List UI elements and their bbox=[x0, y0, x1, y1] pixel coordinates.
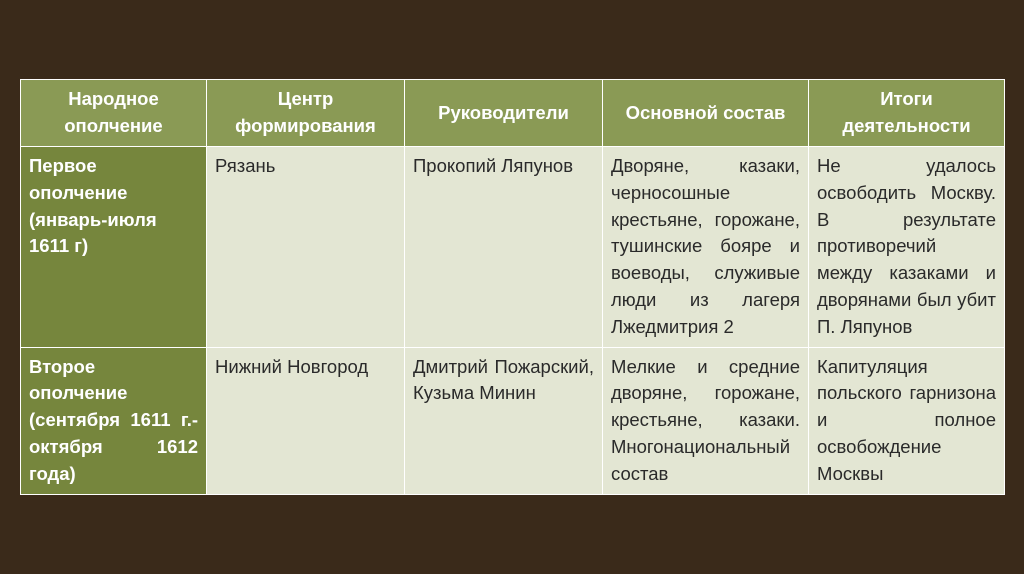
table-row: Второе ополчение (сентября 1611 г.-октяб… bbox=[21, 347, 1005, 494]
row-composition: Дворяне, казаки, черносошные крестьяне, … bbox=[603, 146, 809, 347]
row-results: Капитуляция польского гарнизона и полное… bbox=[809, 347, 1005, 494]
history-table-container: Народное ополчение Центр формирования Ру… bbox=[20, 79, 1004, 494]
row-center: Нижний Новгород bbox=[207, 347, 405, 494]
militia-table: Народное ополчение Центр формирования Ру… bbox=[20, 79, 1005, 494]
row-name: Второе ополчение (сентября 1611 г.-октяб… bbox=[21, 347, 207, 494]
header-leaders: Руководители bbox=[405, 80, 603, 147]
table-row: Первое ополчение (январь-июля 1611 г) Ря… bbox=[21, 146, 1005, 347]
row-center: Рязань bbox=[207, 146, 405, 347]
header-composition: Основной состав bbox=[603, 80, 809, 147]
row-leaders: Прокопий Ляпунов bbox=[405, 146, 603, 347]
header-militia: Народное ополчение bbox=[21, 80, 207, 147]
table-header-row: Народное ополчение Центр формирования Ру… bbox=[21, 80, 1005, 147]
row-composition: Мелкие и средние дворяне, горожане, крес… bbox=[603, 347, 809, 494]
header-results: Итоги деятельности bbox=[809, 80, 1005, 147]
header-center: Центр формирования bbox=[207, 80, 405, 147]
row-results: Не удалось освободить Москву. В результа… bbox=[809, 146, 1005, 347]
row-leaders: Дмитрий Пожарский, Кузьма Минин bbox=[405, 347, 603, 494]
row-name: Первое ополчение (январь-июля 1611 г) bbox=[21, 146, 207, 347]
